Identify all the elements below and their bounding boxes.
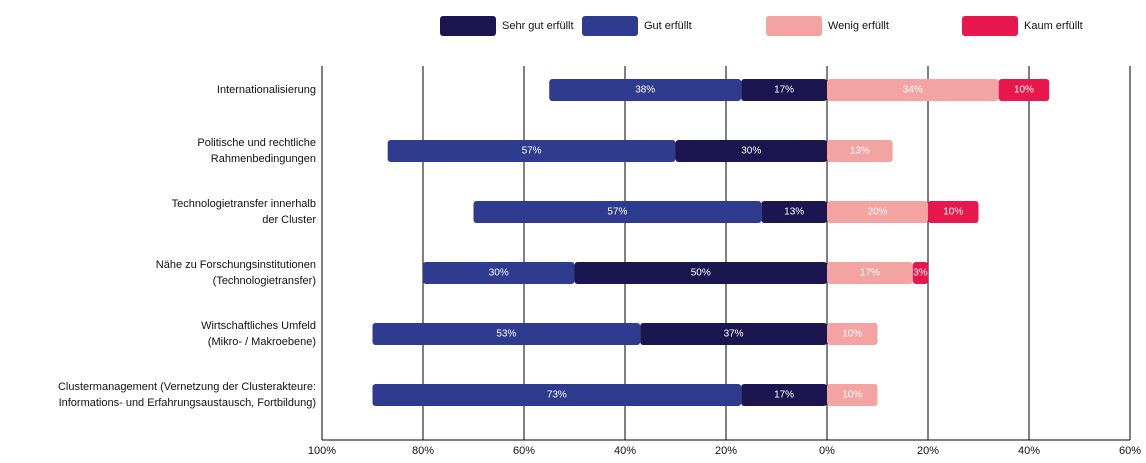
value-label: 53% [496,329,516,340]
legend-label: Kaum erfüllt [1024,20,1083,32]
bar [423,262,575,284]
bar [928,201,979,223]
bar [372,384,742,406]
bar [741,384,827,406]
value-label: 13% [784,207,804,218]
value-label: 17% [774,390,794,401]
bar [827,262,913,284]
legend-label: Wenig erfüllt [828,20,889,32]
value-label: 34% [903,85,923,96]
legend-swatch [582,16,638,36]
bar [912,262,928,284]
value-label: 10% [1014,85,1034,96]
value-label: 50% [691,268,711,279]
bar [827,79,999,101]
legend-swatch [766,16,822,36]
value-label: 3% [913,268,928,279]
category-label: Nähe zu Forschungsinstitutionen [156,259,316,271]
x-tick-label: 0% [819,445,835,457]
x-tick-label: 20% [917,445,939,457]
bar [372,323,641,345]
x-tick-label: 100% [308,445,336,457]
category-label: (Mikro- / Makroebene) [208,336,316,348]
bar [998,79,1050,101]
x-tick-label: 20% [715,445,737,457]
bar [549,79,742,101]
bar [640,323,827,345]
bar [473,201,762,223]
category-label: Internationalisierung [217,84,316,96]
value-label: 57% [607,207,627,218]
category-label: der Cluster [262,214,316,226]
category-label: Wirtschaftliches Umfeld [201,320,316,332]
category-label: Politische und rechtliche [197,137,316,149]
legend-label: Sehr gut erfüllt [502,20,574,32]
value-label: 73% [547,390,567,401]
value-label: 17% [774,85,794,96]
category-label: Clustermanagement (Vernetzung der Cluste… [58,381,316,393]
value-label: 10% [842,329,862,340]
category-label: Technologietransfer innerhalb [172,198,316,210]
bar [827,384,878,406]
bar [675,140,827,162]
bar [827,323,878,345]
bar [574,262,827,284]
value-label: 57% [522,146,542,157]
legend-swatch [440,16,496,36]
value-label: 30% [741,146,761,157]
value-label: 10% [943,207,963,218]
bar [761,201,827,223]
category-label: Informations- und Erfahrungsaustausch, F… [59,397,316,409]
value-label: 10% [842,390,862,401]
bar [387,140,676,162]
x-tick-label: 40% [614,445,636,457]
value-label: 38% [635,85,655,96]
legend-label: Gut erfüllt [644,20,692,32]
x-tick-label: 40% [1018,445,1040,457]
category-label: (Technologietransfer) [213,275,316,287]
value-label: 30% [489,268,509,279]
x-tick-label: 60% [513,445,535,457]
value-label: 13% [850,146,870,157]
bar [827,201,928,223]
value-label: 20% [867,207,887,218]
value-label: 17% [860,268,880,279]
x-tick-label: 80% [412,445,434,457]
x-tick-label: 60% [1119,445,1141,457]
bar [827,140,893,162]
value-label: 37% [724,329,744,340]
legend-swatch [962,16,1018,36]
bar [741,79,827,101]
category-label: Rahmenbedingungen [211,153,316,165]
